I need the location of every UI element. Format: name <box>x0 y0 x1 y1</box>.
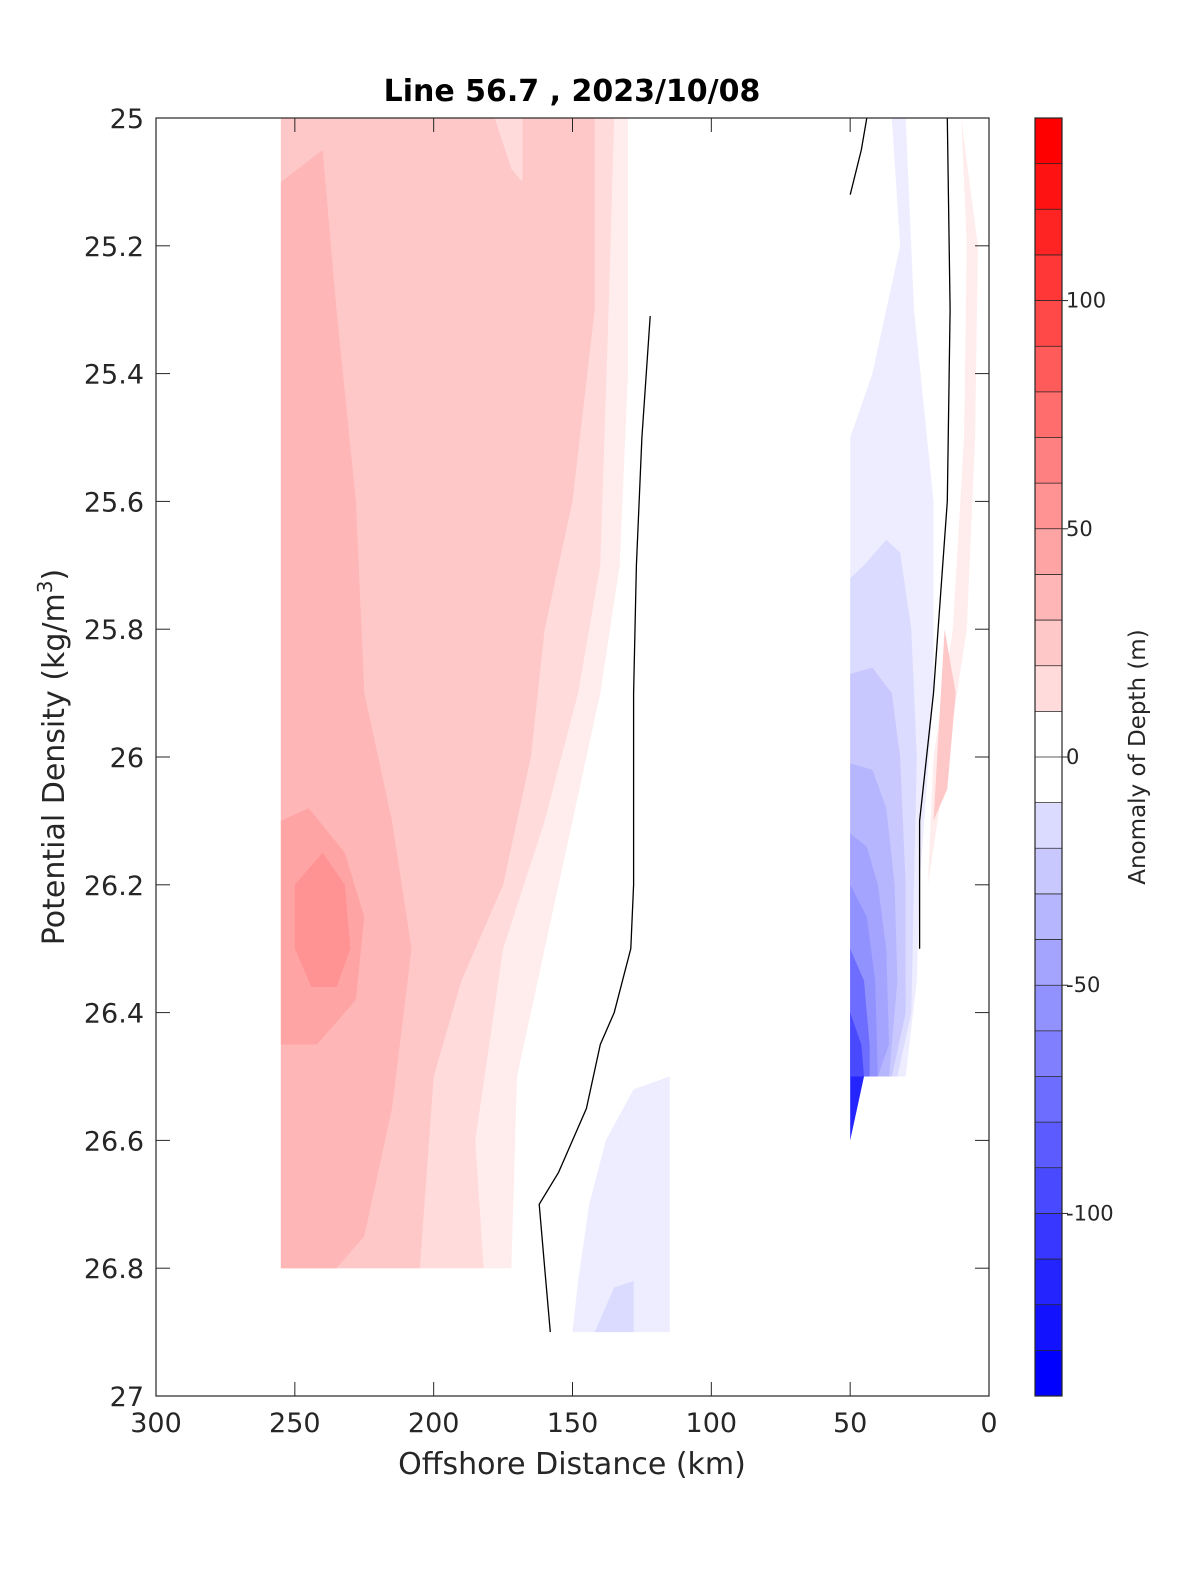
colorbar-block <box>1035 391 1062 438</box>
contour-region <box>494 118 523 182</box>
plot-area: 300 250 200 150 100 50 0 2525.225.425.625.8262… <box>84 104 998 1439</box>
colorbar-block <box>1035 1350 1062 1397</box>
colorbar-block <box>1035 163 1062 210</box>
colorbar-block <box>1035 118 1062 165</box>
colorbar-block <box>1035 1259 1062 1306</box>
colorbar-block <box>1035 893 1062 941</box>
y-tick-label: 26.2 <box>84 871 144 902</box>
colorbar-block <box>1035 1304 1062 1351</box>
colorbar-block <box>1035 802 1062 849</box>
y-axis-title-close: ) <box>37 569 72 581</box>
y-tick-label: 26.8 <box>84 1254 144 1285</box>
colorbar-ticks: 100 50 0 -50 -100 <box>1062 289 1114 1225</box>
colorbar-block <box>1035 483 1062 530</box>
colorbar-block <box>1035 574 1062 621</box>
y-axis-title-superscript: 3 <box>33 580 57 593</box>
colorbar-block <box>1035 757 1062 804</box>
x-tick-label: 200 <box>408 1408 460 1439</box>
y-tick-label: 25.8 <box>84 615 144 646</box>
colorbar-block <box>1035 665 1062 712</box>
colorbar-block <box>1035 1213 1062 1260</box>
colorbar-tick-label: 0 <box>1066 745 1079 769</box>
colorbar-block <box>1035 848 1062 895</box>
colorbar-block <box>1035 1167 1062 1214</box>
filled-contour-regions <box>280 118 978 1333</box>
colorbar-block <box>1035 939 1062 986</box>
y-tick-label: 26 <box>110 743 144 774</box>
chart-title: Line 56.7 , 2023/10/08 <box>384 74 761 109</box>
colorbar-tick-label: 100 <box>1066 289 1106 313</box>
y-tick-label: 26.6 <box>84 1126 144 1157</box>
zero-contour-lines <box>538 117 951 1333</box>
x-tick-label: 150 <box>547 1408 599 1439</box>
colorbar-block <box>1035 1076 1062 1123</box>
colorbar-block <box>1035 1030 1062 1077</box>
colorbar-blocks <box>1035 118 1062 1397</box>
y-tick-label: 25 <box>110 104 144 135</box>
colorbar-block <box>1035 620 1062 667</box>
y-tick-label: 25.4 <box>84 360 144 391</box>
colorbar-level-lines <box>1035 117 1062 1351</box>
y-axis-title-main: Potential Density (kg/m <box>37 593 72 945</box>
colorbar-block <box>1035 254 1062 302</box>
zero-contour-line <box>918 117 951 949</box>
colorbar-block <box>1035 1122 1062 1169</box>
colorbar-block <box>1035 528 1062 575</box>
colorbar-block <box>1035 985 1062 1032</box>
colorbar-block <box>1035 209 1062 256</box>
x-tick-label: 250 <box>269 1408 321 1439</box>
colorbar-block <box>1035 711 1062 758</box>
contour-region <box>850 1076 864 1141</box>
x-tick-label: 100 <box>686 1408 738 1439</box>
x-axis: 300 250 200 150 100 50 0 <box>130 118 998 1439</box>
zero-contour-line <box>538 316 651 1333</box>
x-axis-title: Offshore Distance (km) <box>398 1447 746 1482</box>
y-tick-label: 27 <box>110 1382 144 1413</box>
y-axis: 25 25.2 25.4 25.6 25.8 26 26.2 26.4 26.6 26.8 27 <box>84 104 989 1413</box>
y-tick-label: 25.6 <box>84 487 144 518</box>
colorbar-block <box>1035 300 1062 347</box>
colorbar-tick-label: 50 <box>1066 517 1093 541</box>
y-tick-label: 26.4 <box>84 999 144 1030</box>
colorbar-block <box>1035 346 1062 393</box>
contour-region <box>572 1076 670 1333</box>
y-axis-title: Potential Density (kg/m3) <box>33 569 72 945</box>
zero-contour-line <box>849 117 868 195</box>
contour-region <box>594 1281 634 1333</box>
contour-region <box>850 1012 864 1077</box>
x-tick-label: 300 <box>130 1408 182 1439</box>
contour-region <box>294 852 351 987</box>
y-tick-label: 25.2 <box>84 232 144 263</box>
colorbar-title: Anomaly of Depth (m) <box>1125 629 1151 884</box>
colorbar: 100 50 0 -50 -100 Anomaly of Depth (m) <box>1034 117 1151 1397</box>
contour-region <box>927 118 978 885</box>
colorbar-tick-label: -100 <box>1066 1201 1114 1225</box>
colorbar-block <box>1035 437 1062 484</box>
contour-region <box>933 629 956 821</box>
colorbar-tick-label: -50 <box>1066 973 1100 997</box>
x-tick-label: 0 <box>980 1408 997 1439</box>
x-tick-label: 50 <box>833 1408 867 1439</box>
